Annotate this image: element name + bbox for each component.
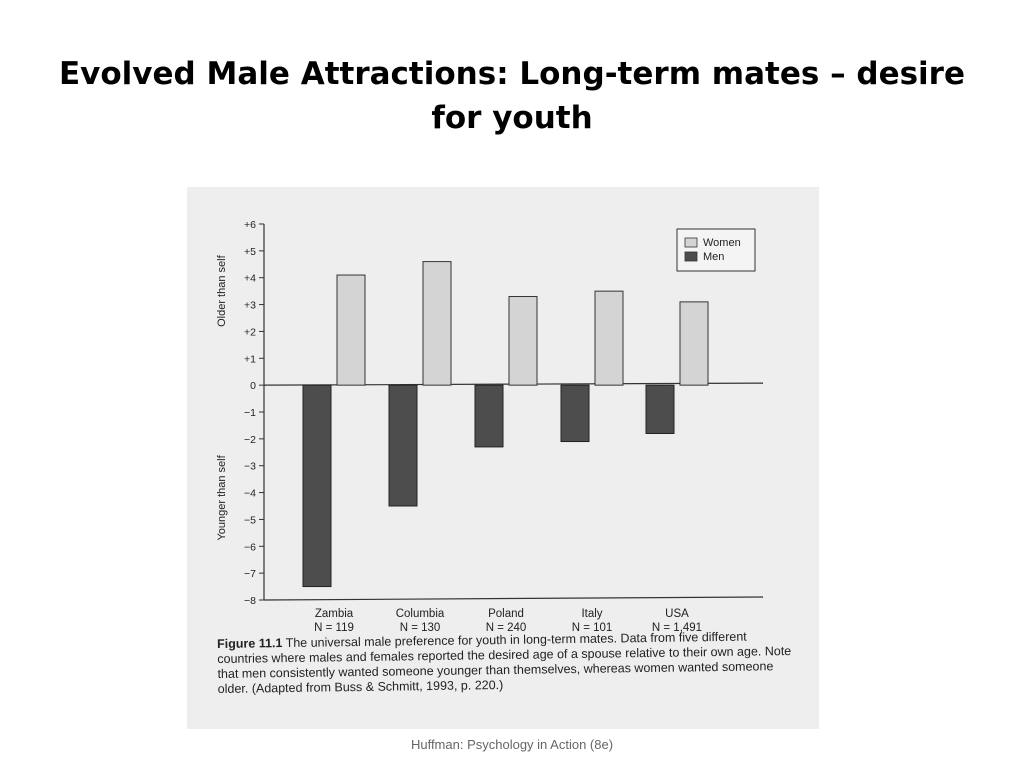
category-label: Italy: [581, 608, 602, 620]
y-tick-label: −7: [244, 568, 256, 580]
y-tick-label: −2: [244, 434, 256, 446]
y-axis-label-lower: Younger than self: [216, 454, 228, 540]
y-tick-label: −8: [244, 595, 256, 607]
bars: [302, 261, 709, 588]
legend-swatch-women: [684, 237, 698, 248]
x-axis-labels: Zambia N = 119 Columbia N = 130 Poland N = 24…: [314, 608, 702, 634]
category-label: Zambia: [315, 608, 354, 620]
category-label: Poland: [488, 608, 524, 620]
women-bar-columbia: [422, 261, 452, 386]
figure-label: Figure 11.1: [217, 636, 283, 651]
sample-size-label: N = 101: [572, 622, 613, 634]
y-tick-label: −5: [244, 514, 256, 526]
men-bar-columbia: [388, 384, 418, 507]
men-bar-italy: [560, 384, 590, 443]
sample-size-label: N = 240: [486, 622, 527, 634]
figure-caption: Figure 11.1 The universal male preferenc…: [217, 629, 798, 697]
x-axis-line: [263, 596, 764, 601]
y-tick-label: +1: [244, 353, 256, 365]
women-bar-usa: [679, 301, 709, 386]
y-tick-label: −6: [244, 541, 256, 553]
legend-label-women: Women: [703, 237, 741, 249]
legend-label-men: Men: [703, 251, 724, 263]
y-tick-label: +3: [244, 300, 256, 312]
men-bar-zambia: [302, 384, 332, 588]
category-label: Columbia: [396, 608, 445, 620]
y-axis-label-upper: Older than self: [216, 254, 228, 326]
y-tick-label: +5: [244, 246, 256, 258]
men-bar-usa: [645, 384, 675, 434]
sample-size-label: N = 119: [314, 622, 354, 634]
women-bar-zambia: [336, 274, 366, 386]
y-tick-label: +2: [244, 326, 256, 338]
y-tick-label: +6: [244, 219, 256, 231]
figure-caption-text: The universal male preference for youth …: [217, 629, 792, 696]
sample-size-label: N = 130: [400, 622, 441, 634]
y-tick-label: 0: [250, 380, 256, 392]
men-bar-poland: [474, 384, 504, 448]
y-tick-label: −4: [244, 488, 256, 500]
y-tick-label: −1: [244, 407, 256, 419]
women-bar-poland: [508, 296, 538, 386]
figure-photo: +6 +5 +4 +3 +2 +1 0 −1 −2 −3 −4 −5 −6 −7 −8 Older than …: [187, 187, 819, 729]
legend-swatch-men: [684, 251, 698, 262]
slide-title: Evolved Male Attractions: Long-term mate…: [58, 56, 965, 136]
category-label: USA: [665, 608, 689, 620]
legend-box: [676, 228, 756, 272]
legend: Women Men: [676, 228, 756, 272]
women-bar-italy: [594, 290, 624, 386]
slide-footer: Huffman: Psychology in Action (8e): [410, 737, 614, 752]
y-axis: +6 +5 +4 +3 +2 +1 0 −1 −2 −3 −4 −5 −6 −7 −8 Older than …: [216, 219, 764, 607]
y-tick-label: +4: [244, 273, 256, 285]
y-tick-label: −3: [244, 461, 256, 473]
bar-chart: +6 +5 +4 +3 +2 +1 0 −1 −2 −3 −4 −5 −6 −7 −8 Older than …: [216, 219, 764, 634]
sample-size-label: N = 1,491: [652, 622, 702, 634]
